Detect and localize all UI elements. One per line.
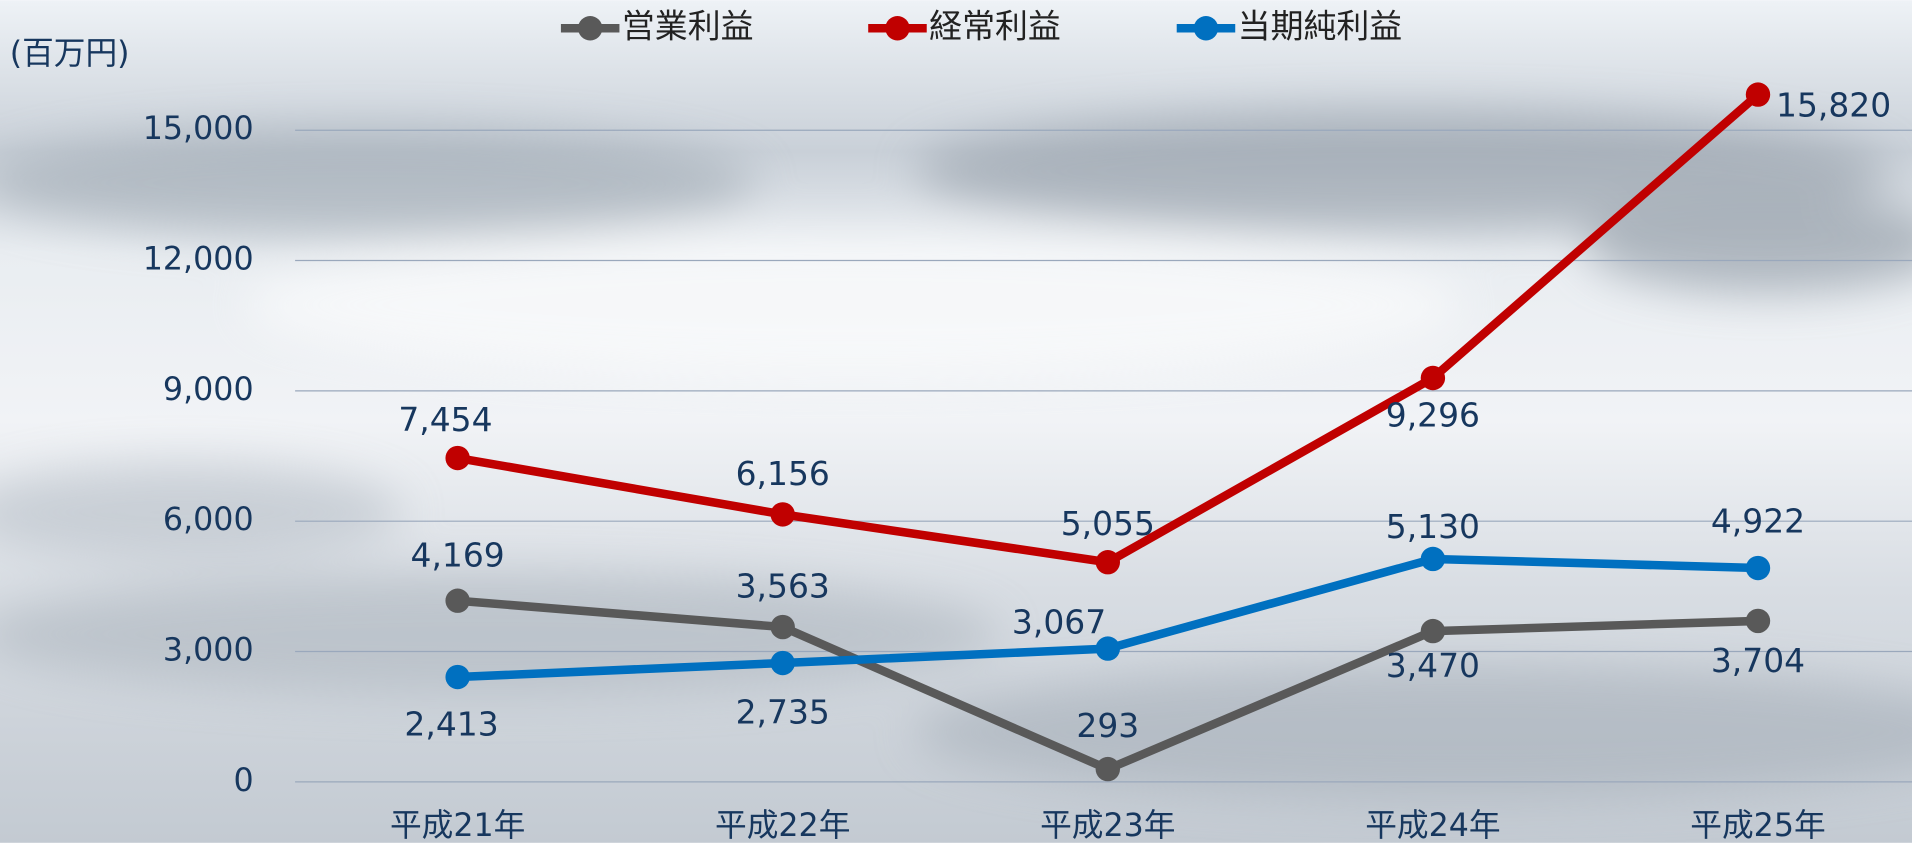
point	[771, 615, 795, 639]
data-label: 9,296	[1386, 396, 1480, 435]
point	[445, 446, 469, 470]
data-label: 3,704	[1711, 641, 1805, 680]
point	[1421, 619, 1445, 643]
data-label: 15,820	[1776, 85, 1891, 124]
point	[445, 665, 469, 689]
point	[1746, 82, 1770, 106]
legend-label: 営業利益	[622, 7, 754, 46]
point	[1421, 366, 1445, 390]
legend-marker	[885, 16, 909, 40]
x-tick-label: 平成22年	[715, 808, 850, 843]
data-label: 5,055	[1061, 504, 1155, 543]
data-label: 2,413	[404, 704, 498, 743]
point	[1421, 547, 1445, 571]
x-tick-label: 平成24年	[1365, 808, 1500, 843]
y-tick-label: 0	[233, 763, 253, 799]
y-tick-label: 6,000	[163, 502, 254, 538]
data-label: 4,922	[1711, 501, 1805, 540]
data-label: 5,130	[1386, 507, 1480, 546]
y-tick-label: 3,000	[163, 633, 254, 669]
y-tick-label: 9,000	[163, 372, 254, 408]
data-label: 7,454	[398, 400, 492, 439]
point	[1096, 757, 1120, 781]
page: {"chart_data": {"type": "line", "y_axis_…	[0, 0, 1912, 843]
data-label: 293	[1076, 706, 1139, 745]
point	[771, 502, 795, 526]
data-label: 3,067	[1012, 603, 1106, 642]
data-label: 3,470	[1386, 646, 1480, 685]
point	[771, 651, 795, 675]
legend-label: 経常利益	[929, 7, 1061, 46]
legend-marker	[1194, 16, 1218, 40]
y-tick-label: 15,000	[143, 111, 254, 147]
data-label: 6,156	[736, 454, 830, 493]
legend-marker	[578, 16, 602, 40]
y-tick-label: 12,000	[143, 242, 254, 278]
point	[1746, 556, 1770, 580]
point	[1746, 609, 1770, 633]
x-tick-label: 平成21年	[390, 808, 525, 843]
point	[445, 589, 469, 613]
chart: (百万円) 0 3,000 6,000 9,000 12,000 15,000 平成21年 平…	[0, 0, 1912, 843]
legend-label: 当期純利益	[1238, 7, 1403, 46]
y-axis-label: (百万円)	[10, 36, 130, 72]
x-tick-label: 平成25年	[1690, 808, 1825, 843]
data-label: 2,735	[736, 693, 830, 732]
data-label: 3,563	[736, 567, 830, 606]
x-tick-label: 平成23年	[1040, 808, 1175, 843]
data-label: 4,169	[411, 535, 505, 574]
point	[1096, 550, 1120, 574]
